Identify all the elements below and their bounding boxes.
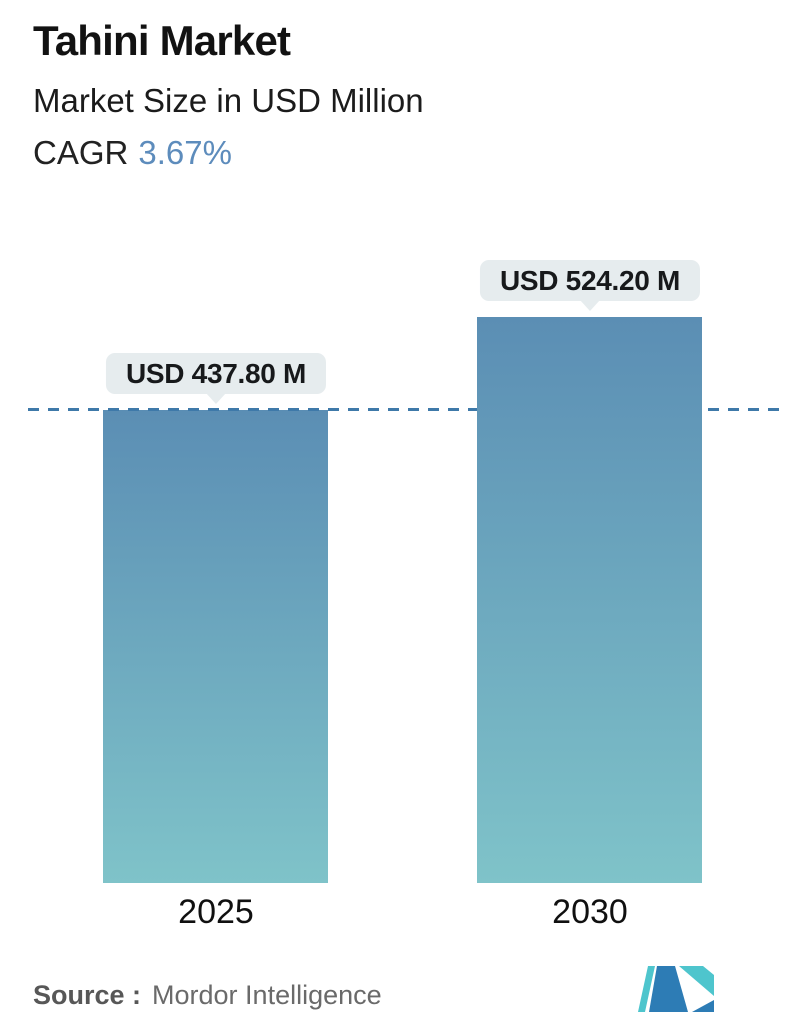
x-axis-label-2030: 2030 [552,893,628,931]
x-axis-label-2025: 2025 [178,893,254,931]
chart-header: Tahini Market Market Size in USD Million… [33,17,424,170]
source-name: Mordor Intelligence [152,980,382,1010]
logo-right-blue-shape [692,1000,714,1012]
value-callout-2030: USD 524.20 M [479,260,701,301]
value-label-2030: USD 524.20 M [499,264,681,296]
cagr-label: CAGR [33,134,129,171]
logo-left-blue-shape [649,966,688,1012]
logo-right-teal-shape [679,966,714,996]
reference-dashed-line [28,408,781,411]
chart-subtitle: Market Size in USD Million [33,82,424,119]
logo-left-teal-shape [638,966,655,1012]
value-label-2025: USD 437.80 M [125,357,307,389]
value-callout-2025: USD 437.80 M [105,353,327,394]
source-label: Source : [33,980,142,1010]
mordor-intelligence-logo-icon [638,966,714,1012]
bar-2025 [103,410,328,883]
source-line: Source : Mordor Intelligence [33,982,382,1009]
cagr-value: 3.67% [138,134,232,171]
cagr-line: CAGR 3.67% [33,136,424,169]
chart-title: Tahini Market [33,17,291,64]
bar-2030 [477,317,702,883]
